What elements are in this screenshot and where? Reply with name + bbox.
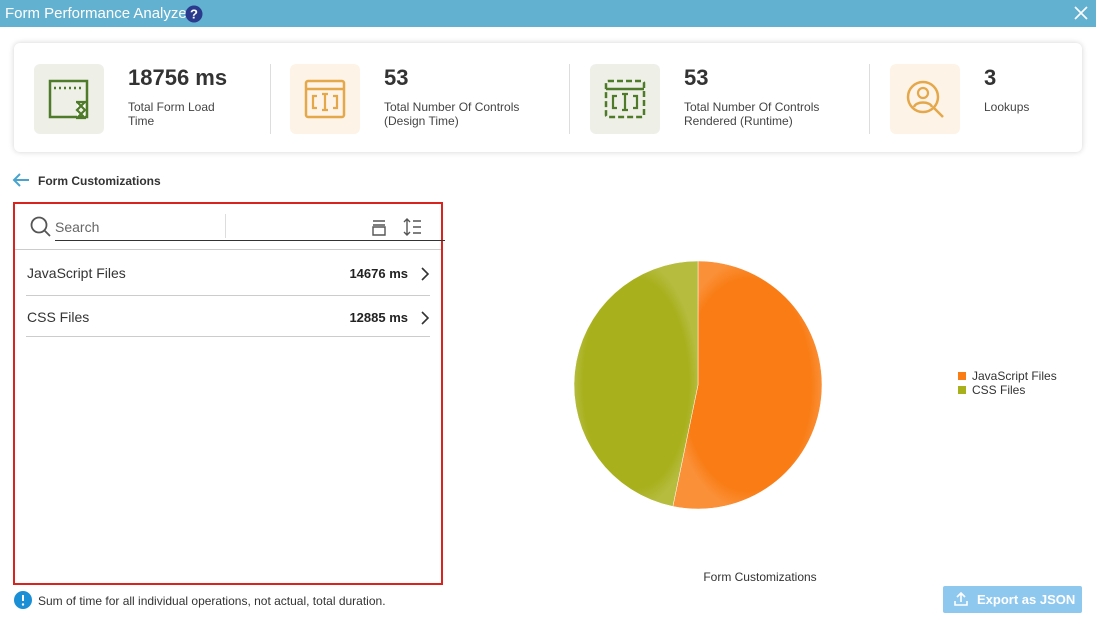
- export-button[interactable]: Export as JSON: [943, 586, 1082, 613]
- info-icon: [14, 591, 32, 609]
- controls-icon: [290, 64, 360, 134]
- chevron[interactable]: [420, 267, 430, 281]
- legend-label: JavaScript Files: [972, 369, 1057, 383]
- divider: [26, 336, 430, 337]
- note: Sum of time for all individual operation…: [38, 594, 386, 608]
- stat-label: Total Form Load Time: [128, 100, 215, 128]
- legend-swatch: [958, 386, 966, 394]
- pie-slice: [573, 260, 699, 507]
- pie-slice: [672, 260, 823, 510]
- list-item-time: 14676 ms: [349, 266, 408, 281]
- list-item-time: 12885 ms: [349, 310, 408, 325]
- stat-label: Total Number Of Controls (Design Time): [384, 100, 520, 128]
- legend-label: CSS Files: [972, 383, 1025, 397]
- help-icon[interactable]: ?: [185, 5, 203, 23]
- list-panel: Search JavaScript Files 14676 ms CSS Fil…: [13, 202, 445, 585]
- stat-value: 53: [384, 65, 409, 90]
- section-title: Form Customizations: [38, 174, 161, 188]
- divider: [869, 64, 870, 134]
- close-button[interactable]: [1073, 5, 1089, 21]
- search-icon: [30, 216, 51, 237]
- chevron[interactable]: [420, 311, 430, 325]
- lookups-icon: [890, 64, 960, 134]
- search-underline: [55, 240, 445, 241]
- divider: [26, 295, 430, 296]
- divider: [225, 214, 226, 238]
- header-title: Form Performance Analyzer: [5, 5, 192, 22]
- sort-button[interactable]: [403, 218, 423, 236]
- stat-value: 3: [984, 65, 997, 90]
- header-bar: Form Performance Analyzer ?: [0, 0, 1096, 27]
- divider: [15, 249, 441, 250]
- divider: [569, 64, 570, 134]
- svg-text:?: ?: [190, 7, 198, 22]
- stat-value: 53: [684, 65, 709, 90]
- load-time-icon: [34, 64, 104, 134]
- divider: [270, 64, 271, 134]
- collapse-button[interactable]: [370, 218, 388, 236]
- stat-label: Total Number Of Controls Rendered (Runti…: [684, 100, 820, 128]
- list-item-name[interactable]: CSS Files: [27, 309, 90, 325]
- chart-title: Form Customizations: [703, 570, 816, 584]
- stat-label: Lookups: [984, 100, 1030, 114]
- stat-value: 18756 ms: [128, 65, 228, 90]
- rendered-controls-icon: [590, 64, 660, 134]
- back-arrow[interactable]: [12, 172, 30, 188]
- stats-card: 18756 ms Total Form Load Time 53 Total N…: [14, 43, 1082, 152]
- list-item-name[interactable]: JavaScript Files: [27, 265, 126, 281]
- search-input[interactable]: Search: [55, 219, 100, 235]
- legend-swatch: [958, 372, 966, 380]
- pie-chart: Form Customizations JavaScript FilesCSS …: [573, 260, 1057, 584]
